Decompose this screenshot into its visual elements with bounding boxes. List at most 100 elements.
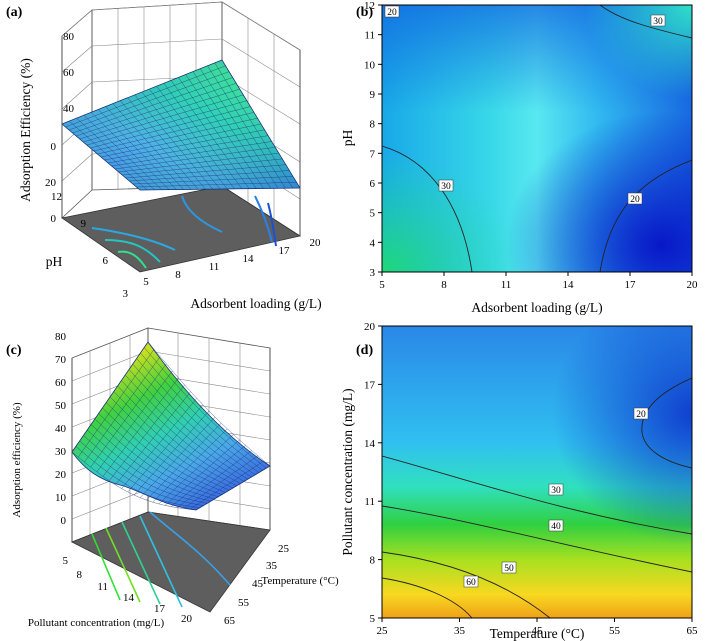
- panel-b-y-tick: 5: [370, 208, 376, 220]
- panel-a-z-tick-top: 80: [63, 31, 75, 43]
- mesh-line: [207, 65, 286, 189]
- panel-a-z-label: Adsorption Efficiency (%): [18, 58, 33, 202]
- panel-b-contour-label: 20: [387, 8, 397, 18]
- panel-c-z-tick: 50: [55, 400, 67, 412]
- panel-a-x-ticks: 5 8 11 14 17 20: [143, 237, 321, 288]
- panel-c: 0 10 20 30 40 50 60 70 80 5 8 11 14 17 20 25 35 …: [6, 327, 339, 629]
- panel-b-y-tick: 12: [364, 0, 375, 12]
- panel-b-y-tick: 11: [364, 30, 375, 42]
- panel-d-y-tick: 5: [370, 613, 376, 625]
- panel-a-y-ticks: 12 9 6 3: [51, 191, 129, 300]
- mesh-line: [117, 385, 241, 484]
- panel-d-x-tick: 65: [687, 625, 699, 637]
- panel-c-x-tick: 14: [123, 592, 135, 604]
- panel-b-contour-label: 30: [441, 182, 451, 192]
- panel-a-z-tick: 40: [63, 103, 75, 115]
- mesh-line: [140, 352, 263, 471]
- panel-a: 0 20 0 80 60 40 12 9 6 3 5 8 11 14 17 20…: [6, 1, 322, 311]
- panel-d-x-tick: 55: [609, 625, 621, 637]
- mesh-line: [139, 187, 301, 191]
- mesh-line: [152, 428, 228, 503]
- mesh-line: [108, 135, 269, 164]
- panel-b-x-tick: 14: [563, 279, 575, 291]
- panel-b-contour-30-top: [599, 5, 692, 39]
- panel-d-contour-50: [382, 551, 551, 618]
- mesh-line: [128, 369, 252, 478]
- panel-b-y-tick: 9: [370, 89, 376, 101]
- mesh-line: [171, 445, 246, 507]
- panel-d-contours: [382, 377, 692, 618]
- panel-c-x-tick: 8: [77, 569, 83, 581]
- panel-b-x-tick: 20: [687, 279, 699, 291]
- mesh-line: [221, 59, 301, 189]
- panel-a-y-label: pH: [46, 254, 63, 269]
- panel-b-label: (b): [356, 5, 373, 20]
- panel-d: 20 30 40 50 60 25 35 45 55 65 5 8 11 14 17 20 Temp…: [340, 321, 698, 641]
- mesh-line: [200, 68, 279, 189]
- mesh-line: [136, 182, 297, 188]
- panel-d-ticks: 25 35 45 55 65 5 8 11 14 17 20: [364, 321, 698, 637]
- panel-b-x-tick: 5: [379, 279, 385, 291]
- panel-b-y-tick: 3: [370, 267, 376, 279]
- panel-c-x-ticks: 5 8 11 14 17 20: [63, 555, 193, 625]
- panel-c-z-tick: 20: [55, 469, 67, 481]
- panel-d-y-tick: 14: [364, 438, 376, 450]
- mesh-line: [144, 347, 267, 469]
- panel-a-x-tick: 20: [310, 237, 322, 249]
- mesh-line: [146, 422, 222, 501]
- panel-c-y-label: Temperature (°C): [261, 575, 339, 587]
- panel-c-x-tick: 17: [154, 603, 166, 615]
- mesh-line: [170, 80, 250, 189]
- panel-b-x-label: Adsorbent loading (g/L): [471, 300, 602, 315]
- panel-a-y-tick: 9: [81, 218, 87, 230]
- mesh-line: [125, 164, 286, 179]
- panel-a-x-tick: 17: [279, 245, 291, 257]
- mesh-line: [111, 141, 272, 167]
- mesh-line: [125, 374, 248, 480]
- panel-a-z-tick: 60: [63, 67, 75, 79]
- panel-c-z-tick: 40: [55, 423, 67, 435]
- panel-c-z-tick: 0: [61, 515, 67, 527]
- panel-c-y-tick: 65: [224, 615, 236, 627]
- panel-a-surface-mesh: [61, 59, 301, 191]
- panel-a-y-tick: 6: [103, 255, 109, 267]
- panel-a-x-label: Adsorbent loading (g/L): [190, 296, 321, 311]
- panel-b: 20 30 30 20 5 8 11 14 17 20 3 4 5 6 7 8 9 10 11 12 Adso…: [340, 0, 698, 315]
- panel-c-y-tick: 45: [252, 578, 264, 590]
- panel-c-z-tick: 60: [55, 377, 67, 389]
- panel-c-z-label: Adsorption efficiency (%): [11, 402, 23, 518]
- panel-b-contour-label: 20: [630, 195, 640, 205]
- mesh-line: [164, 439, 240, 506]
- panel-d-y-tick: 11: [364, 496, 375, 508]
- panel-a-label: (a): [6, 5, 23, 20]
- panel-c-z-tick: 10: [55, 492, 67, 504]
- panel-c-x-label: Pollutant concentration (mg/L): [28, 617, 165, 629]
- mesh-line: [133, 410, 210, 496]
- panel-c-floor-contours: [91, 511, 231, 608]
- panel-c-label: (c): [6, 343, 22, 358]
- panel-d-x-tick: 25: [377, 625, 389, 637]
- panel-b-y-tick: 10: [364, 59, 376, 71]
- panel-b-frame: [381, 4, 693, 273]
- panel-d-contour-label: 20: [636, 410, 646, 420]
- panel-b-y-tick: 7: [370, 148, 376, 160]
- mesh-line: [149, 88, 228, 190]
- mesh-line: [163, 83, 242, 189]
- mesh-line: [156, 86, 235, 189]
- mesh-line: [115, 147, 276, 170]
- panel-c-x-tick: 5: [63, 555, 69, 567]
- panel-a-x-tick: 5: [143, 276, 149, 288]
- mesh-line: [132, 176, 293, 185]
- panel-a-z-tick: 20: [45, 177, 57, 189]
- mesh-line: [129, 170, 290, 182]
- panel-b-x-tick: 8: [441, 279, 447, 291]
- mesh-line: [192, 71, 272, 189]
- panel-c-y-tick: 55: [238, 597, 250, 609]
- panel-b-contour-labels: 20 30 30 20: [384, 5, 666, 205]
- panel-d-y-tick: 17: [364, 379, 376, 391]
- mesh-line: [118, 152, 279, 173]
- mesh-line: [195, 465, 271, 511]
- panel-d-contour-30: [382, 455, 692, 535]
- panel-a-x-tick: 14: [243, 253, 255, 265]
- panel-d-contour-40: [382, 505, 692, 573]
